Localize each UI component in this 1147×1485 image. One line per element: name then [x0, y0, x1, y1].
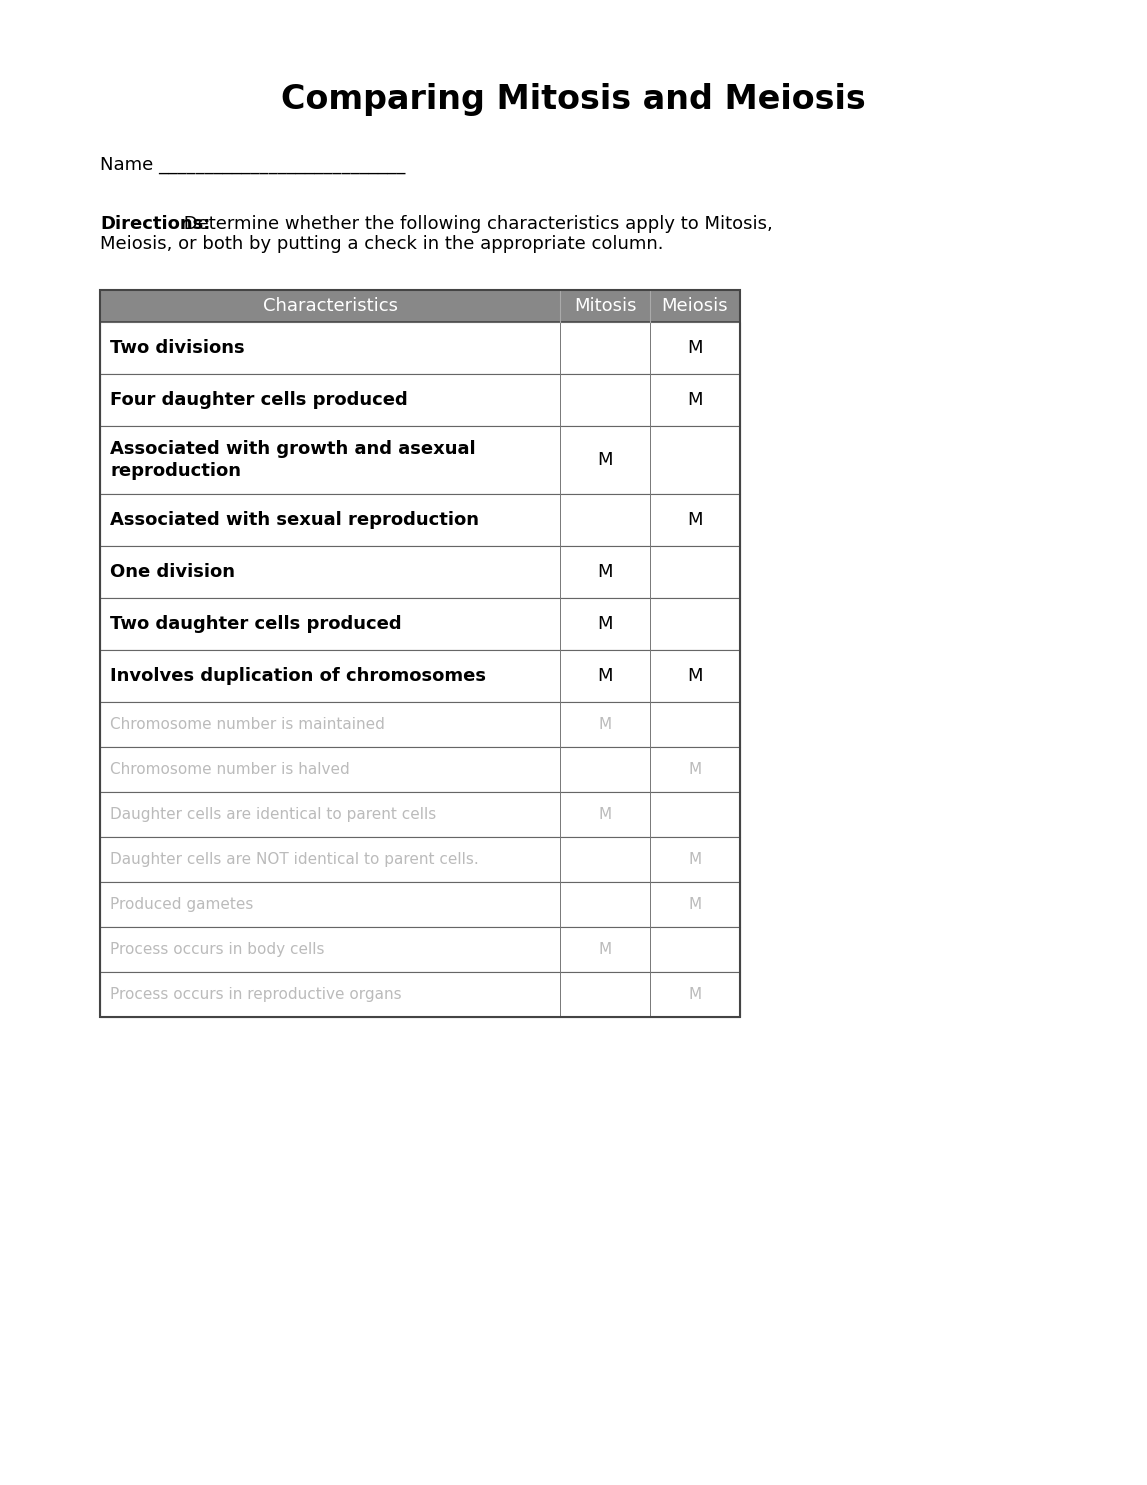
Text: M: M — [687, 511, 703, 529]
Bar — [100, 426, 740, 495]
Text: Daughter cells are identical to parent cells: Daughter cells are identical to parent c… — [110, 806, 436, 823]
Text: M: M — [687, 339, 703, 356]
Bar — [100, 973, 740, 1017]
Text: M: M — [688, 762, 702, 777]
Text: Meiosis: Meiosis — [662, 297, 728, 315]
Bar — [100, 650, 740, 702]
Text: One division: One division — [110, 563, 235, 581]
Text: Name ___________________________: Name ___________________________ — [100, 156, 405, 174]
Bar — [100, 290, 740, 1017]
Text: Process occurs in reproductive organs: Process occurs in reproductive organs — [110, 988, 401, 1002]
Text: M: M — [598, 615, 612, 633]
Text: Produced gametes: Produced gametes — [110, 897, 253, 912]
Bar — [100, 838, 740, 882]
Text: Chromosome number is maintained: Chromosome number is maintained — [110, 717, 385, 732]
Text: M: M — [687, 391, 703, 408]
Bar — [100, 290, 740, 322]
Bar — [100, 374, 740, 426]
Text: Four daughter cells produced: Four daughter cells produced — [110, 391, 407, 408]
Text: M: M — [599, 717, 611, 732]
Text: Associated with sexual reproduction: Associated with sexual reproduction — [110, 511, 479, 529]
Text: M: M — [599, 806, 611, 823]
Text: M: M — [687, 667, 703, 685]
Bar — [100, 598, 740, 650]
Text: M: M — [598, 451, 612, 469]
Bar — [100, 495, 740, 546]
Bar — [100, 546, 740, 598]
Text: Determine whether the following characteristics apply to Mitosis,: Determine whether the following characte… — [178, 215, 773, 233]
Text: Involves duplication of chromosomes: Involves duplication of chromosomes — [110, 667, 486, 685]
Text: M: M — [688, 852, 702, 867]
Bar — [100, 702, 740, 747]
Text: M: M — [599, 941, 611, 956]
Text: Meiosis, or both by putting a check in the appropriate column.: Meiosis, or both by putting a check in t… — [100, 235, 663, 252]
Text: M: M — [688, 897, 702, 912]
Bar — [100, 322, 740, 374]
Text: M: M — [688, 988, 702, 1002]
Text: Chromosome number is halved: Chromosome number is halved — [110, 762, 350, 777]
Text: Two divisions: Two divisions — [110, 339, 244, 356]
Bar — [100, 747, 740, 792]
Text: Comparing Mitosis and Meiosis: Comparing Mitosis and Meiosis — [281, 83, 866, 116]
Text: Associated with growth and asexual
reproduction: Associated with growth and asexual repro… — [110, 440, 476, 481]
Bar — [100, 792, 740, 838]
Text: Directions:: Directions: — [100, 215, 210, 233]
Text: M: M — [598, 563, 612, 581]
Bar — [100, 927, 740, 973]
Text: Two daughter cells produced: Two daughter cells produced — [110, 615, 401, 633]
Bar — [100, 882, 740, 927]
Text: Mitosis: Mitosis — [574, 297, 637, 315]
Text: Characteristics: Characteristics — [263, 297, 398, 315]
Text: Process occurs in body cells: Process occurs in body cells — [110, 941, 325, 956]
Text: Daughter cells are NOT identical to parent cells.: Daughter cells are NOT identical to pare… — [110, 852, 478, 867]
Text: M: M — [598, 667, 612, 685]
